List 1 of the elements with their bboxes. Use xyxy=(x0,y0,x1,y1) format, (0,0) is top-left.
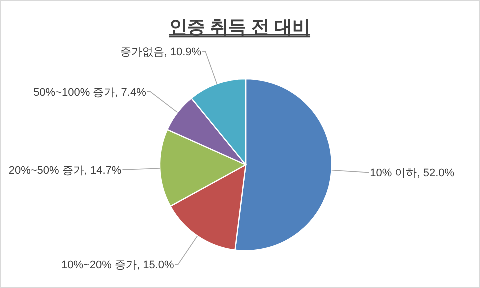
title: 인증 취득 전 대비 xyxy=(170,17,310,37)
